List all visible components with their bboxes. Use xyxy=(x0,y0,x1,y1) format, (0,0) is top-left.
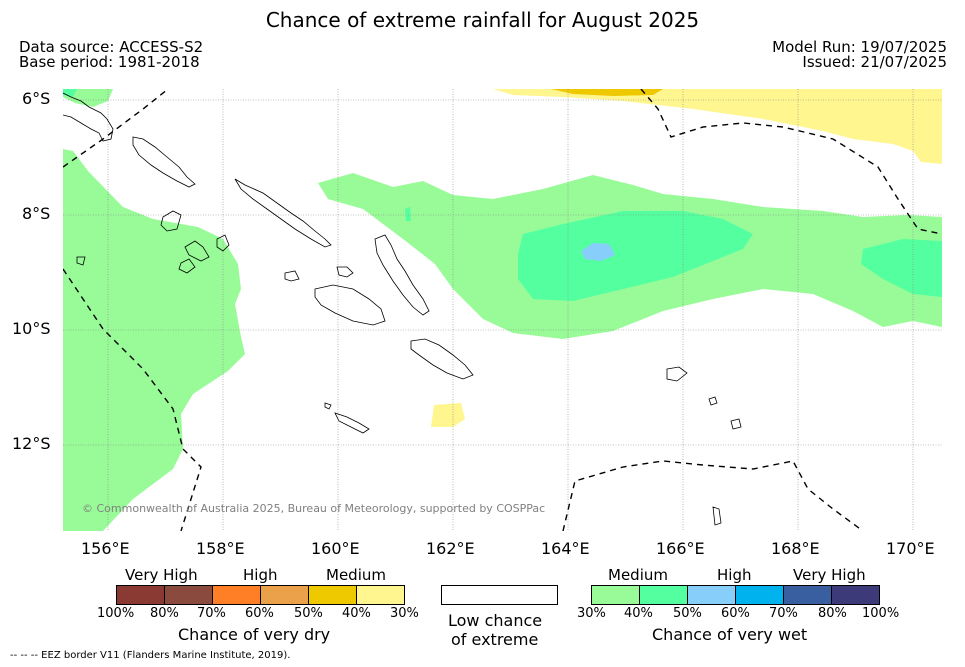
dry-category-medium: Medium xyxy=(326,566,386,584)
dry-region-north xyxy=(493,89,942,164)
low-chance-swatch xyxy=(441,585,558,605)
wet-category-medium: Medium xyxy=(608,566,668,584)
wet-tick: 70% xyxy=(769,606,798,621)
dry-swatch xyxy=(356,586,404,604)
wet-region-central-medium xyxy=(518,211,753,301)
lon-label-164e: 164°E xyxy=(541,539,590,558)
coastlines xyxy=(63,92,742,526)
wet-colorbar xyxy=(591,585,880,605)
dry-swatch xyxy=(260,586,308,604)
lon-label-166e: 166°E xyxy=(656,539,705,558)
lat-label-10s: 10°S xyxy=(12,319,51,338)
dry-swatch xyxy=(212,586,260,604)
base-period: Base period: 1981-2018 xyxy=(19,53,200,71)
lon-label-156e: 156°E xyxy=(81,539,130,558)
wet-swatch xyxy=(735,586,783,604)
lat-label-8s: 8°S xyxy=(22,204,51,223)
model-run: Model Run: 19/07/2025 xyxy=(772,38,947,56)
dry-tick: 80% xyxy=(150,606,179,621)
lon-label-158e: 158°E xyxy=(196,539,245,558)
dry-tick: 100% xyxy=(97,606,135,621)
wet-swatch xyxy=(687,586,735,604)
dry-category-high: High xyxy=(243,566,278,584)
wet-swatch xyxy=(783,586,831,604)
wet-swatch xyxy=(639,586,687,604)
dry-tick: 70% xyxy=(197,606,226,621)
dry-tick: 60% xyxy=(245,606,274,621)
dry-tick: 30% xyxy=(390,606,419,621)
wet-region-small xyxy=(405,207,411,221)
wet-region-west xyxy=(63,89,113,107)
lon-label-160e: 160°E xyxy=(311,539,360,558)
copyright-notice: © Commonwealth of Australia 2025, Bureau… xyxy=(82,502,546,515)
dry-region-south xyxy=(431,403,465,427)
low-chance-label-line2: of extreme xyxy=(451,630,539,649)
wet-tick: 80% xyxy=(818,606,847,621)
dry-tick: 50% xyxy=(294,606,323,621)
low-chance-label-line1: Low chance xyxy=(448,611,543,630)
wet-category-very-high: Very High xyxy=(793,566,866,584)
wet-region-east-medium xyxy=(861,239,942,297)
rainfall-map xyxy=(63,89,942,531)
wet-legend-title: Chance of very wet xyxy=(652,625,808,644)
issued-date: Issued: 21/07/2025 xyxy=(802,53,947,71)
dry-tick: 40% xyxy=(342,606,371,621)
map-title: Chance of extreme rainfall for August 20… xyxy=(265,8,700,32)
graticule xyxy=(63,89,942,531)
wet-swatch xyxy=(831,586,879,604)
wet-region-west-main xyxy=(63,149,245,531)
lon-label-168e: 168°E xyxy=(771,539,820,558)
dry-legend-title: Chance of very dry xyxy=(178,625,331,644)
wet-tick: 50% xyxy=(673,606,702,621)
lat-label-6s: 6°S xyxy=(22,89,51,108)
eez-borders xyxy=(63,89,942,531)
map-panel: © Commonwealth of Australia 2025, Bureau… xyxy=(63,89,942,531)
dry-category-very-high: Very High xyxy=(125,566,198,584)
wet-tick: 60% xyxy=(721,606,750,621)
wet-tick: 100% xyxy=(862,606,900,621)
wet-tick: 40% xyxy=(624,606,653,621)
eez-footnote: -- -- -- EEZ border V11 (Flanders Marine… xyxy=(10,650,291,661)
wet-tick: 30% xyxy=(577,606,606,621)
dry-swatch xyxy=(164,586,212,604)
wet-region-high xyxy=(581,243,615,261)
dry-swatch xyxy=(117,586,164,604)
dry-region-north-high xyxy=(551,89,663,96)
lat-label-12s: 12°S xyxy=(12,434,51,453)
lon-label-170e: 170°E xyxy=(886,539,935,558)
dry-colorbar xyxy=(116,585,405,605)
wet-category-high: High xyxy=(717,566,752,584)
lon-label-162e: 162°E xyxy=(426,539,475,558)
data-source: Data source: ACCESS-S2 xyxy=(19,38,204,56)
dry-swatch xyxy=(308,586,356,604)
wet-swatch xyxy=(592,586,639,604)
